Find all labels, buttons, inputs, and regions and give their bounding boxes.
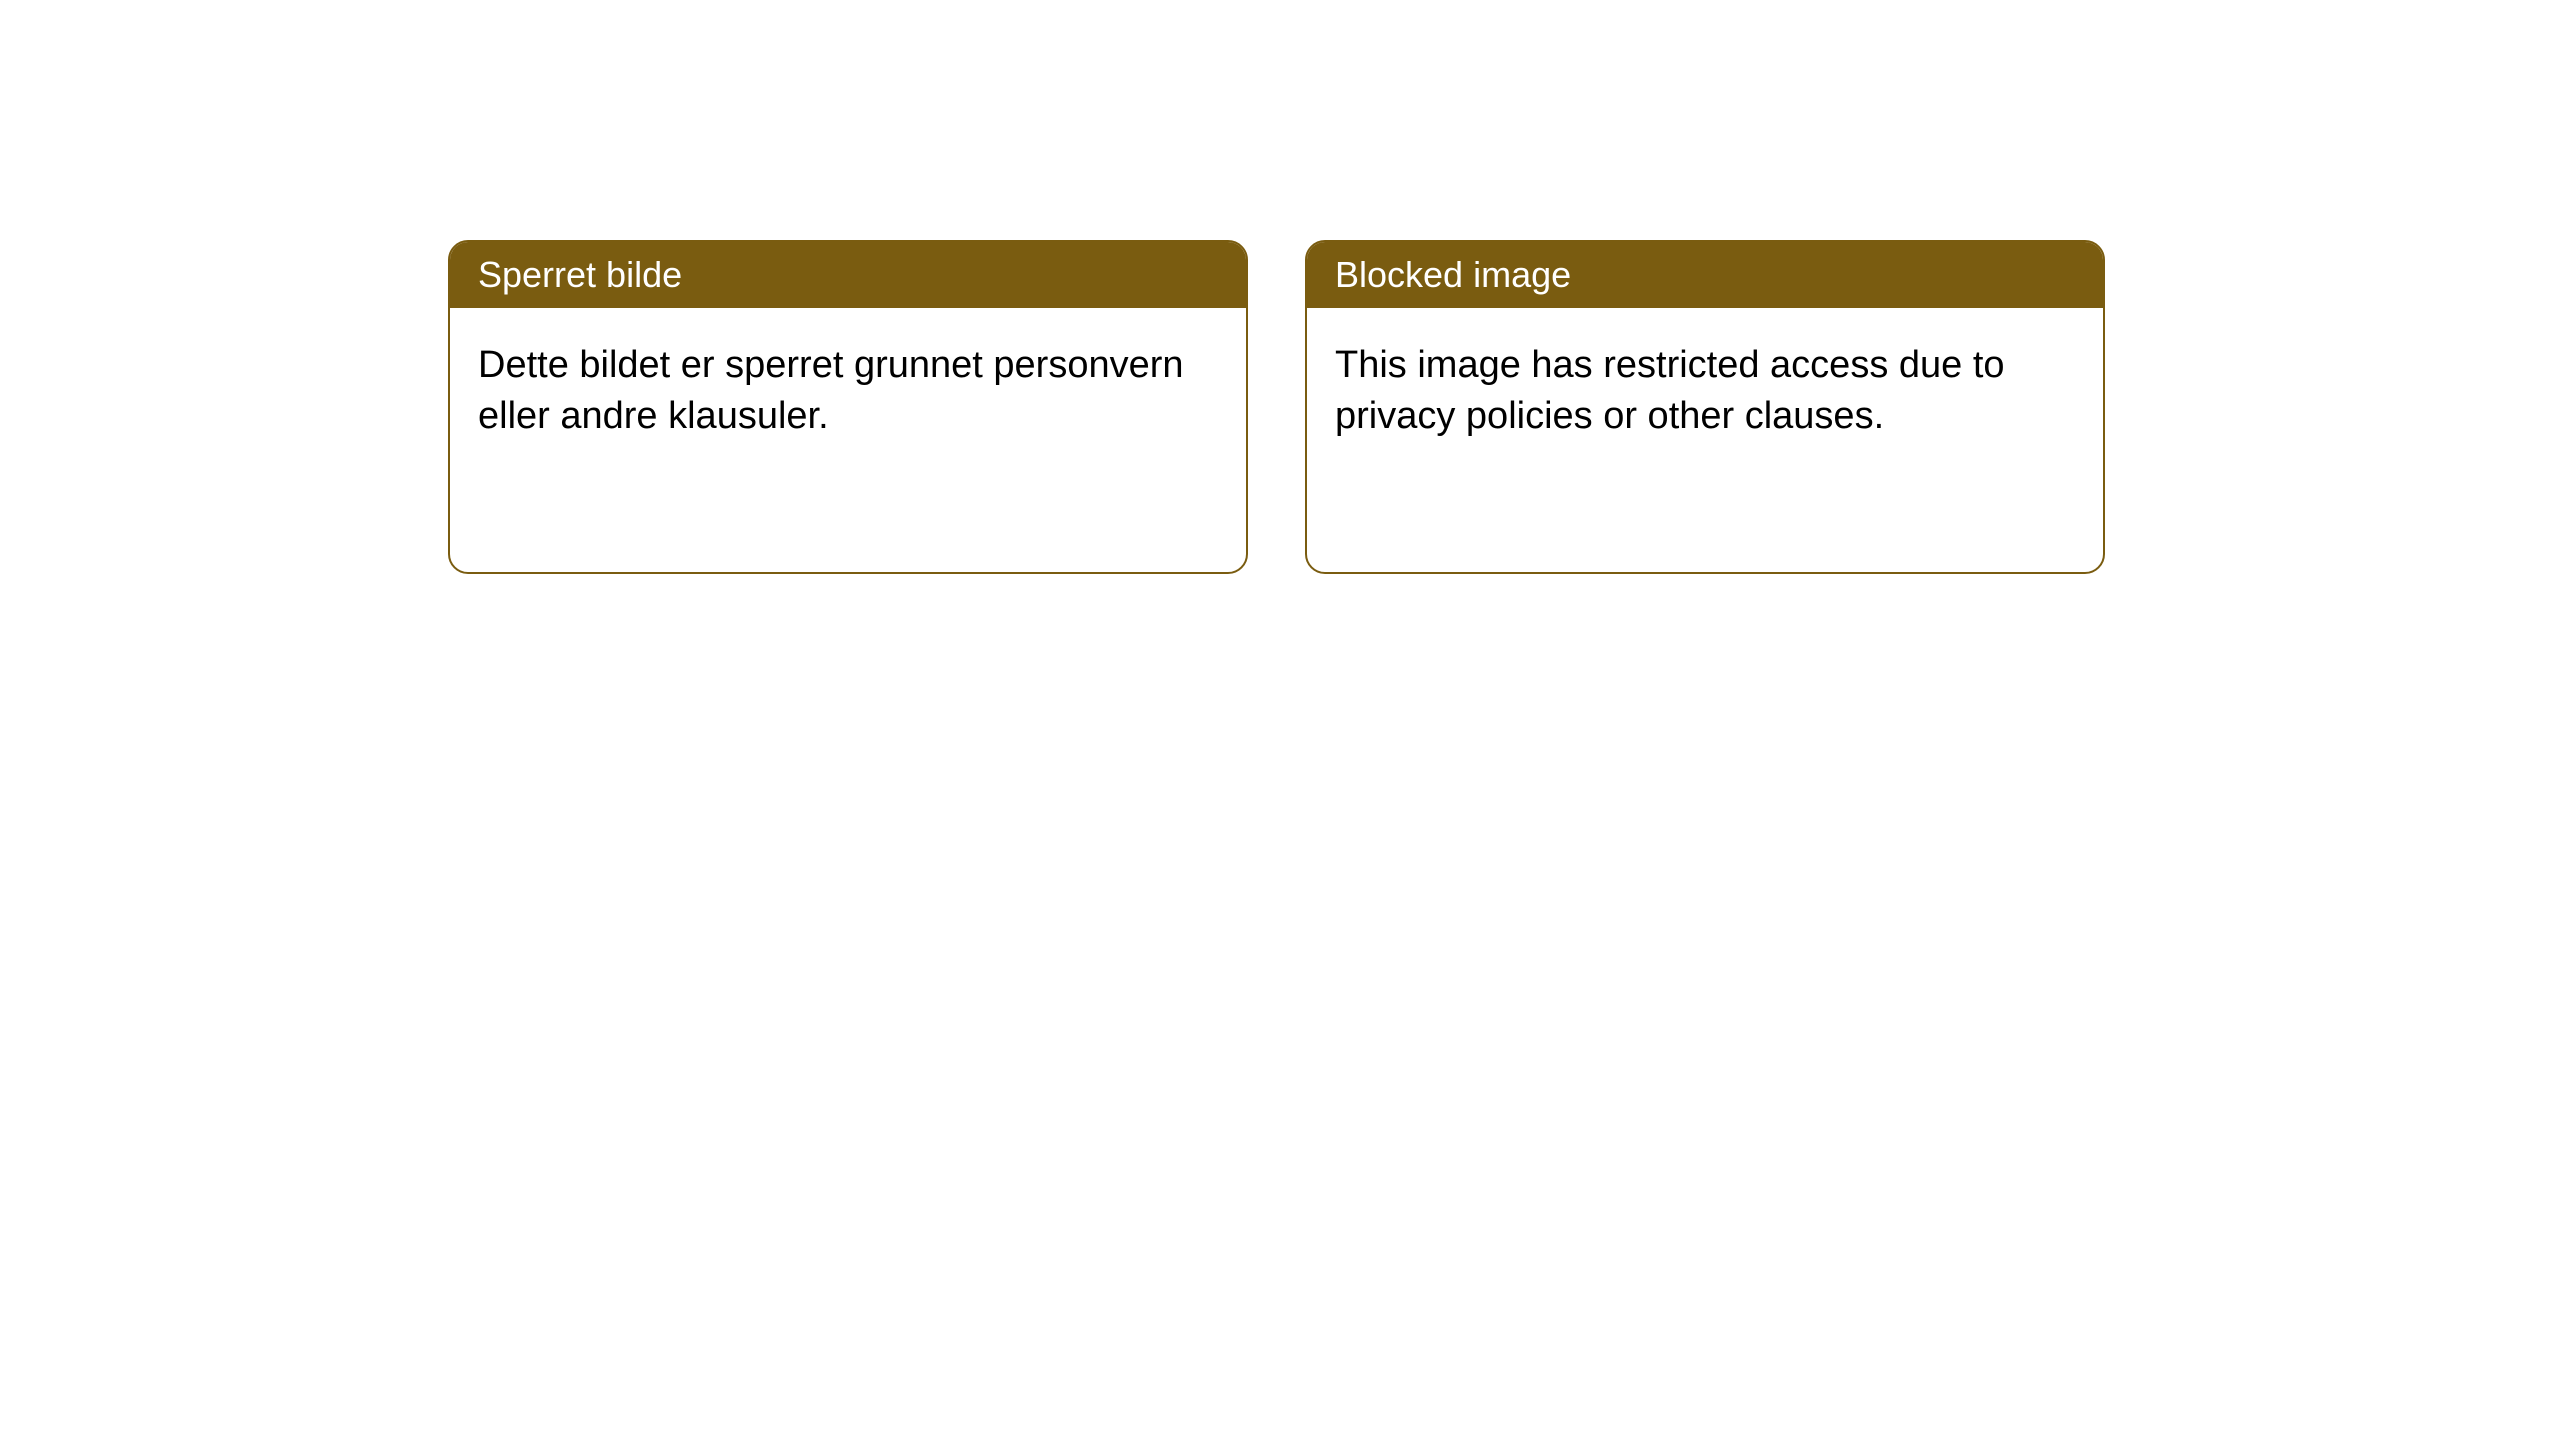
card-message: This image has restricted access due to … [1335, 344, 2005, 437]
card-body: This image has restricted access due to … [1307, 308, 2103, 475]
card-header: Sperret bilde [450, 242, 1246, 308]
notice-card-norwegian: Sperret bilde Dette bildet er sperret gr… [448, 240, 1248, 574]
card-title: Blocked image [1335, 254, 1571, 295]
card-body: Dette bildet er sperret grunnet personve… [450, 308, 1246, 475]
card-title: Sperret bilde [478, 254, 682, 295]
card-message: Dette bildet er sperret grunnet personve… [478, 344, 1184, 437]
notice-container: Sperret bilde Dette bildet er sperret gr… [448, 240, 2105, 574]
card-header: Blocked image [1307, 242, 2103, 308]
notice-card-english: Blocked image This image has restricted … [1305, 240, 2105, 574]
